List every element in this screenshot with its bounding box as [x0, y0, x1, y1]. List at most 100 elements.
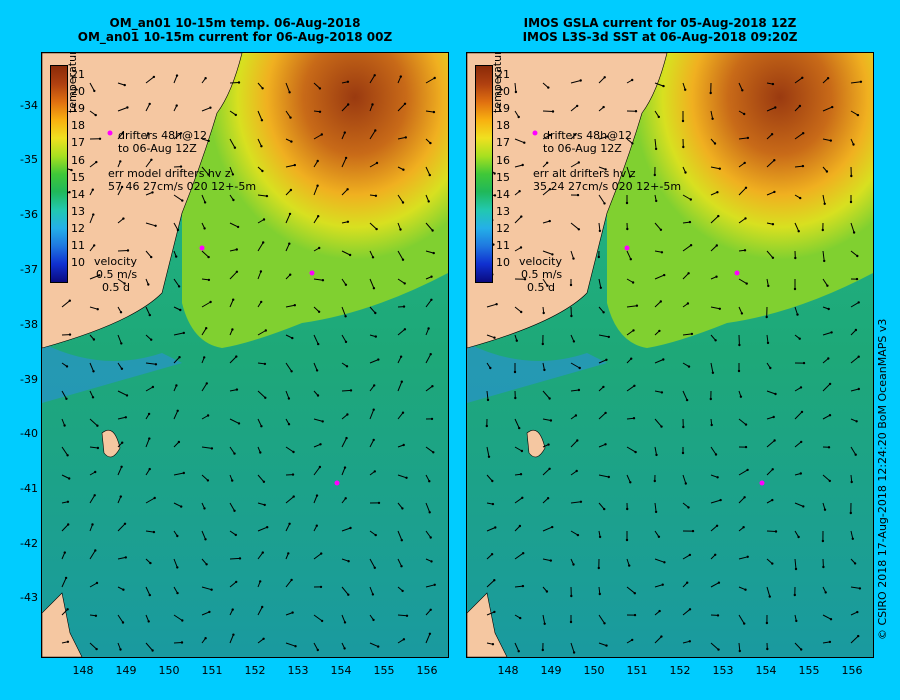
drifter-marker: [309, 270, 315, 276]
velocity-duration: 0.5 d: [102, 281, 130, 294]
tasmania-land: [467, 592, 508, 657]
latitude-tick-label: -35: [20, 153, 38, 166]
colorbar-tick-label: 10: [496, 256, 510, 270]
colorbar-tick-label: 15: [71, 170, 85, 184]
latitude-tick-label: -34: [20, 99, 38, 112]
latitude-tick-label: -39: [20, 373, 38, 386]
latitude-tick-label: -43: [20, 591, 38, 604]
left-title-line2: OM_an01 10-15m current for 06-Aug-2018 0…: [77, 30, 393, 44]
right-title-line2: IMOS L3S-3d SST at 06-Aug-2018 09:20Z: [522, 30, 798, 44]
colorbar-tick-label: 19: [496, 102, 510, 116]
latitude-tick-label: -40: [20, 427, 38, 440]
colorbar-tick-label: 16: [71, 153, 85, 167]
colorbar-title: temperature (°C): [491, 52, 504, 113]
latitude-tick-label: -42: [20, 537, 38, 550]
model-map-canvas: [42, 53, 448, 657]
longitude-tick-label: 152: [244, 664, 266, 677]
longitude-tick-label: 151: [626, 664, 648, 677]
colorbar-tick-label: 14: [71, 187, 85, 201]
colorbar-tick-label: 21: [496, 68, 510, 81]
longitude-tick-label: 149: [540, 664, 562, 677]
velocity-label: velocity: [519, 255, 562, 268]
tasmania-land: [42, 592, 83, 657]
drifters-legend-line2: to 06-Aug 12Z: [543, 142, 622, 155]
colorbar-tick-label: 17: [496, 136, 510, 150]
longitude-tick-label: 148: [497, 664, 519, 677]
colorbar-tick-label: 11: [496, 239, 510, 252]
drifter-marker: [624, 245, 630, 251]
drifter-marker: [199, 245, 205, 251]
cool-coastal-water: [467, 343, 607, 403]
drifters-legend-line1: drifters 48h@12: [543, 129, 633, 142]
warm-current-region: [607, 53, 873, 348]
colorbar-tick-label: 18: [496, 119, 510, 133]
error-legend: err model drifters hv z 57 46 27cm/s 020…: [108, 167, 256, 193]
satellite-sst-map[interactable]: 21 20 19 18 17 16 15 14 13 12 11 10 temperature (°C…: [466, 52, 874, 658]
satellite-map-canvas: [467, 53, 873, 657]
colorbar-tick-label: 12: [71, 221, 85, 235]
velocity-scale: 0.5 m/s: [96, 268, 138, 281]
drifter-marker: [532, 130, 538, 136]
colorbar-tick-label: 10: [71, 256, 85, 270]
drifters-legend: drifters 48h@12 to 06-Aug 12Z: [118, 129, 207, 155]
longitude-tick-label: 150: [583, 664, 605, 677]
drifter-marker: [334, 480, 340, 486]
colorbar-tick-label: 18: [71, 119, 85, 133]
longitude-tick-label: 156: [416, 664, 438, 677]
drifter-marker: [759, 480, 765, 486]
colorbar-tick-label: 19: [71, 102, 85, 116]
colorbar-tick-label: 20: [496, 85, 510, 99]
velocity-arrows: [485, 76, 863, 654]
longitude-tick-label: 153: [287, 664, 309, 677]
longitude-tick-label: 153: [712, 664, 734, 677]
longitude-tick-label: 148: [72, 664, 94, 677]
australian-coastline: [467, 53, 668, 349]
latitude-tick-label: -41: [20, 482, 38, 495]
australian-coastline: [42, 53, 243, 349]
colorbar-title: temperature (°C): [66, 52, 79, 113]
error-legend-line1: err model drifters hv z: [108, 167, 231, 180]
velocity-legend: velocity 0.5 m/s 0.5 d: [94, 255, 137, 294]
left-panel-title: OM_an01 10-15m temp. 06-Aug-2018 OM_an01…: [25, 16, 445, 44]
colorbar-tick-label: 12: [496, 221, 510, 235]
colorbar-tick-label: 14: [496, 187, 510, 201]
longitude-tick-label: 150: [158, 664, 180, 677]
drifter-marker: [734, 270, 740, 276]
drifters-legend-line1: drifters 48h@12: [118, 129, 208, 142]
longitude-tick-label: 154: [755, 664, 777, 677]
colorbar: [50, 65, 68, 283]
longitude-tick-label: 151: [201, 664, 223, 677]
longitude-tick-label: 155: [373, 664, 395, 677]
colorbar-tick-label: 21: [71, 68, 85, 81]
copyright-notice: © CSIRO 2018 17-Aug-2018 12:24:20 BoM Oc…: [876, 318, 889, 640]
cool-coastal-water: [42, 343, 182, 403]
colorbar-tick-label: 20: [71, 85, 85, 99]
colorbar: [475, 65, 493, 283]
error-legend: err alt drifters hv z 35 24 27cm/s 020 1…: [533, 167, 681, 193]
velocity-label: velocity: [94, 255, 137, 268]
colorbar-tick-label: 13: [496, 204, 510, 218]
error-legend-line2: 35 24 27cm/s 020 12+-5m: [533, 180, 682, 193]
drifters-legend: drifters 48h@12 to 06-Aug 12Z: [543, 129, 632, 155]
colorbar-tick-label: 16: [496, 153, 510, 167]
drifters-legend-line2: to 06-Aug 12Z: [118, 142, 197, 155]
island: [526, 429, 546, 458]
error-legend-line2: 57 46 27cm/s 020 12+-5m: [108, 180, 257, 193]
right-panel-title: IMOS GSLA current for 05-Aug-2018 12Z IM…: [450, 16, 870, 44]
model-temperature-map[interactable]: 21 20 19 18 17 16 15 14 13 12 11 10 temperature (°C…: [41, 52, 449, 658]
longitude-tick-label: 154: [330, 664, 352, 677]
warm-current-region: [182, 53, 448, 348]
latitude-tick-label: -37: [20, 263, 38, 276]
island: [101, 429, 121, 458]
drifter-marker: [107, 130, 113, 136]
velocity-duration: 0.5 d: [527, 281, 555, 294]
velocity-scale: 0.5 m/s: [521, 268, 563, 281]
right-title-line1: IMOS GSLA current for 05-Aug-2018 12Z: [523, 16, 797, 30]
velocity-arrows: [61, 74, 436, 652]
colorbar-tick-label: 11: [71, 239, 85, 252]
colorbar-tick-label: 15: [496, 170, 510, 184]
longitude-tick-label: 156: [841, 664, 863, 677]
colorbar-tick-label: 17: [71, 136, 85, 150]
left-title-line1: OM_an01 10-15m temp. 06-Aug-2018: [109, 16, 361, 30]
colorbar-tick-label: 13: [71, 204, 85, 218]
